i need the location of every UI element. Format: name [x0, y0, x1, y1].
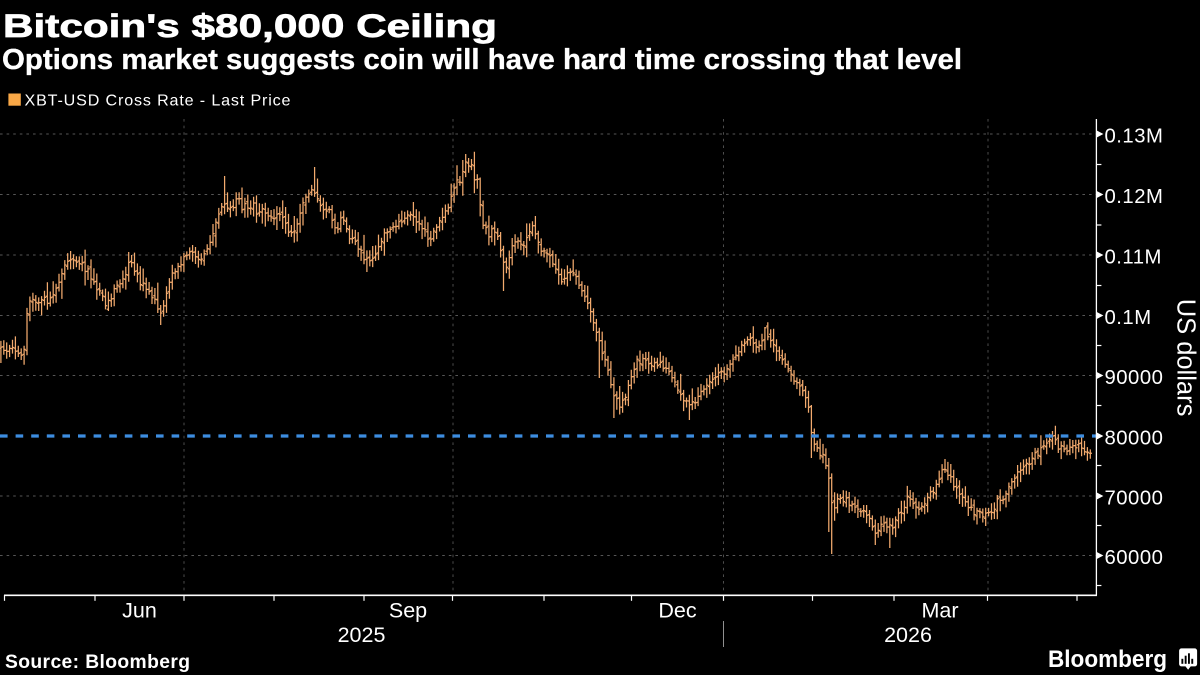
- svg-text:0.12M: 0.12M: [1105, 186, 1164, 208]
- svg-text:60000: 60000: [1105, 547, 1164, 569]
- svg-text:90000: 90000: [1105, 367, 1164, 389]
- svg-text:Options market suggests coin w: Options market suggests coin will have h…: [2, 44, 962, 76]
- svg-text:Dec: Dec: [658, 599, 696, 623]
- svg-text:Sep: Sep: [389, 599, 427, 623]
- svg-text:2026: 2026: [884, 623, 932, 647]
- svg-text:Mar: Mar: [921, 599, 958, 623]
- svg-text:Bitcoin's $80,000 Ceiling: Bitcoin's $80,000 Ceiling: [3, 8, 497, 44]
- svg-text:2025: 2025: [338, 623, 386, 647]
- svg-text:0.1M: 0.1M: [1105, 307, 1152, 329]
- svg-text:0.11M: 0.11M: [1105, 247, 1162, 269]
- svg-text:Source: Bloomberg: Source: Bloomberg: [5, 652, 190, 673]
- svg-text:70000: 70000: [1105, 488, 1164, 510]
- svg-text:Bloomberg: Bloomberg: [1048, 646, 1167, 673]
- svg-text:80000: 80000: [1105, 428, 1164, 450]
- svg-text:XBT-USD Cross Rate - Last Pric: XBT-USD Cross Rate - Last Price: [25, 92, 291, 110]
- svg-text:0.13M: 0.13M: [1105, 126, 1164, 148]
- svg-text:Jun: Jun: [122, 599, 157, 623]
- svg-text:US dollars: US dollars: [1172, 299, 1200, 417]
